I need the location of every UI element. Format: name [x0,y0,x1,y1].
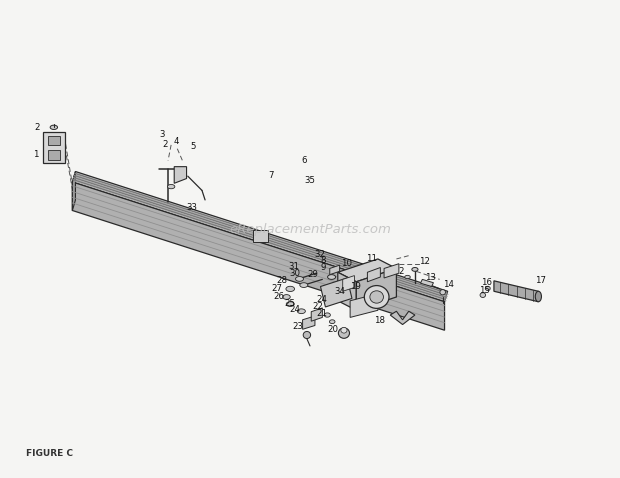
Text: 26: 26 [273,292,285,301]
Ellipse shape [480,293,485,297]
Polygon shape [73,182,445,330]
Ellipse shape [365,285,389,308]
Text: 11: 11 [366,253,377,262]
Polygon shape [330,265,340,275]
Ellipse shape [50,125,58,130]
Text: 6: 6 [301,156,306,165]
Ellipse shape [370,291,383,303]
Ellipse shape [286,286,294,292]
Text: 8: 8 [321,256,326,265]
Text: 18: 18 [374,316,384,325]
Polygon shape [321,278,352,307]
Ellipse shape [283,294,290,299]
Polygon shape [350,293,378,317]
Polygon shape [384,264,399,278]
Text: 35: 35 [304,176,316,185]
Polygon shape [48,150,60,160]
Text: 3: 3 [159,130,165,139]
Text: 5: 5 [190,142,195,151]
Text: 2: 2 [399,267,404,276]
Ellipse shape [167,185,175,189]
Text: 27: 27 [272,284,283,293]
Polygon shape [303,316,315,329]
Text: 2: 2 [162,141,167,150]
Ellipse shape [535,291,541,302]
Text: 30: 30 [289,269,300,278]
Text: 19: 19 [350,282,360,291]
Ellipse shape [300,282,308,287]
Polygon shape [48,136,60,145]
Text: 10: 10 [341,259,352,268]
Text: 1: 1 [33,151,38,159]
Text: 15: 15 [479,286,490,295]
Polygon shape [420,280,433,286]
Polygon shape [73,172,76,210]
Text: 21: 21 [317,309,328,318]
Polygon shape [338,259,396,282]
Text: 12: 12 [419,257,430,266]
Text: 20: 20 [327,325,339,334]
Polygon shape [335,280,353,297]
Ellipse shape [327,275,335,280]
Polygon shape [343,276,355,291]
Text: 7: 7 [268,171,274,180]
Polygon shape [390,311,415,325]
Ellipse shape [324,313,330,317]
Ellipse shape [286,302,294,306]
Text: 2: 2 [35,123,40,132]
Text: eReplacementParts.com: eReplacementParts.com [229,223,391,236]
Ellipse shape [296,277,304,281]
Text: 24: 24 [290,305,301,314]
Text: 24: 24 [317,295,328,304]
Ellipse shape [341,327,347,333]
Text: 33: 33 [186,203,197,212]
Polygon shape [338,272,356,310]
Text: 29: 29 [307,270,318,279]
Text: 23: 23 [292,322,303,331]
Text: 25: 25 [284,299,295,308]
Text: 13: 13 [425,272,436,282]
Text: 28: 28 [277,276,288,285]
Text: 31: 31 [288,262,299,271]
Ellipse shape [329,320,335,324]
Text: 22: 22 [312,302,324,311]
Text: 32: 32 [314,250,326,259]
Text: 14: 14 [443,280,454,289]
Ellipse shape [303,331,311,338]
Polygon shape [73,172,448,302]
Polygon shape [494,281,538,302]
Text: 16: 16 [481,278,492,287]
Text: 17: 17 [534,276,546,285]
Ellipse shape [298,309,306,314]
Ellipse shape [412,268,418,272]
Polygon shape [311,308,322,321]
Polygon shape [43,132,65,163]
Ellipse shape [440,290,446,295]
Ellipse shape [339,328,350,338]
Text: 9: 9 [321,263,326,272]
Polygon shape [368,268,380,282]
Text: 34: 34 [334,287,345,296]
Polygon shape [174,167,187,183]
Ellipse shape [405,275,410,279]
Text: FIGURE C: FIGURE C [26,448,73,457]
Polygon shape [253,230,268,241]
Ellipse shape [485,286,490,291]
Text: 4: 4 [174,137,179,146]
Polygon shape [356,269,396,310]
